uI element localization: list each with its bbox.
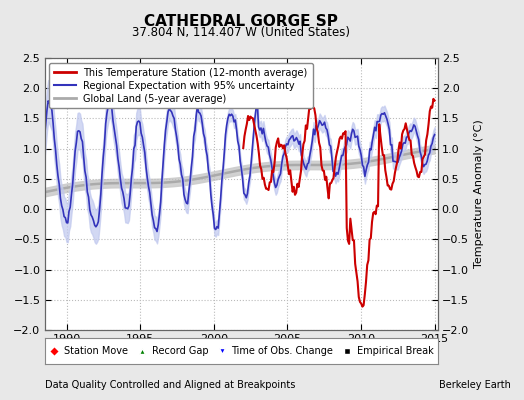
Y-axis label: Temperature Anomaly (°C): Temperature Anomaly (°C) bbox=[474, 120, 484, 268]
Text: Data Quality Controlled and Aligned at Breakpoints: Data Quality Controlled and Aligned at B… bbox=[45, 380, 295, 390]
Text: Berkeley Earth: Berkeley Earth bbox=[439, 380, 511, 390]
Text: 37.804 N, 114.407 W (United States): 37.804 N, 114.407 W (United States) bbox=[132, 26, 350, 39]
Text: CATHEDRAL GORGE SP: CATHEDRAL GORGE SP bbox=[144, 14, 338, 29]
Legend: Station Move, Record Gap, Time of Obs. Change, Empirical Break: Station Move, Record Gap, Time of Obs. C… bbox=[45, 342, 438, 360]
Legend: This Temperature Station (12-month average), Regional Expectation with 95% uncer: This Temperature Station (12-month avera… bbox=[49, 63, 312, 108]
